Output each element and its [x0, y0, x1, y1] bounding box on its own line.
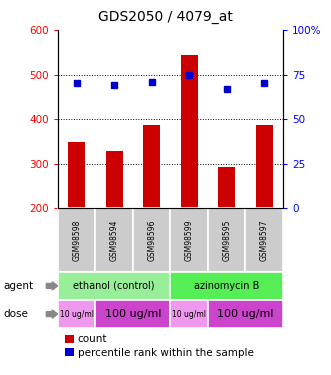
- Text: 10 ug/ml: 10 ug/ml: [172, 310, 206, 319]
- Text: dose: dose: [3, 309, 28, 319]
- Text: agent: agent: [3, 281, 33, 291]
- Text: count: count: [78, 334, 107, 344]
- Text: GSM98598: GSM98598: [72, 219, 81, 261]
- Text: 100 ug/ml: 100 ug/ml: [105, 309, 161, 319]
- Text: GSM98597: GSM98597: [260, 219, 269, 261]
- Bar: [218, 167, 235, 208]
- Bar: [58, 300, 95, 328]
- Text: GSM98599: GSM98599: [185, 219, 194, 261]
- Text: percentile rank within the sample: percentile rank within the sample: [78, 348, 254, 357]
- Bar: [68, 142, 85, 208]
- Bar: [143, 125, 160, 208]
- Bar: [246, 208, 283, 272]
- Bar: [95, 300, 170, 328]
- Bar: [95, 208, 133, 272]
- Bar: [208, 208, 246, 272]
- Text: GSM98596: GSM98596: [147, 219, 156, 261]
- Bar: [106, 151, 122, 208]
- Text: ethanol (control): ethanol (control): [73, 281, 155, 291]
- Bar: [170, 208, 208, 272]
- Bar: [256, 125, 273, 208]
- Bar: [170, 272, 283, 300]
- Bar: [58, 272, 170, 300]
- Text: GDS2050 / 4079_at: GDS2050 / 4079_at: [98, 10, 233, 24]
- Bar: [181, 56, 198, 208]
- Text: GSM98594: GSM98594: [110, 219, 119, 261]
- Text: 10 ug/ml: 10 ug/ml: [60, 310, 94, 319]
- Bar: [58, 208, 95, 272]
- Text: azinomycin B: azinomycin B: [194, 281, 260, 291]
- Bar: [133, 208, 170, 272]
- Text: 100 ug/ml: 100 ug/ml: [217, 309, 274, 319]
- Bar: [208, 300, 283, 328]
- Text: GSM98595: GSM98595: [222, 219, 231, 261]
- Bar: [170, 300, 208, 328]
